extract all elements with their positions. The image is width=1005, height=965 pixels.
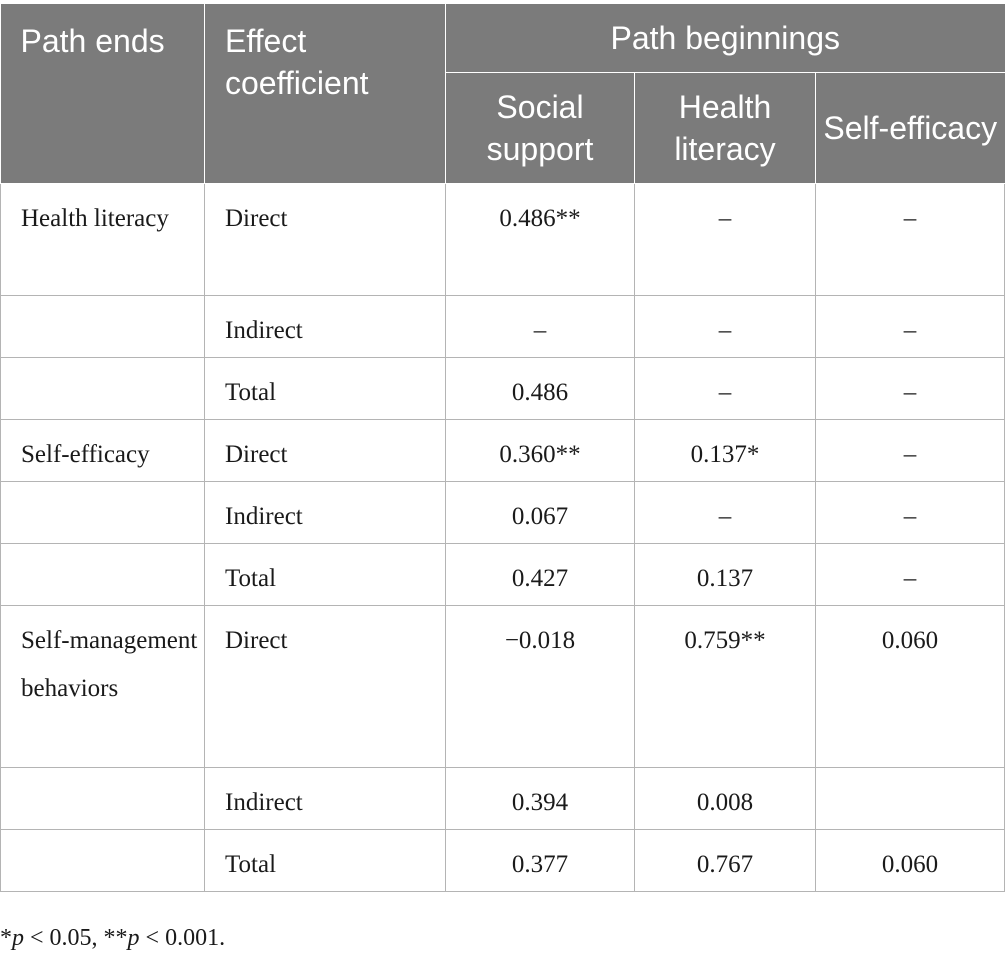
effect-type-cell: Direct (204, 183, 446, 296)
self-efficacy-value: – (815, 357, 1005, 420)
health-literacy-value: 0.759** (634, 605, 816, 768)
footnote-condition-2: < 0.001. (139, 925, 226, 951)
path-end-cell: Self-management behaviors (0, 605, 205, 768)
path-end-cell: Self-efficacy (0, 419, 205, 482)
path-end-cell (0, 481, 205, 544)
path-end-cell (0, 767, 205, 830)
path-end-cell: Health literacy (0, 183, 205, 296)
health-literacy-value: – (634, 183, 816, 296)
social-support-value: – (445, 295, 635, 358)
table-row: Self-management behaviors Direct −0.018 … (0, 605, 1005, 768)
self-efficacy-value: – (815, 295, 1005, 358)
effects-table: Path ends Effect coefficient Path beginn… (0, 4, 1005, 892)
header-effect-coefficient: Effect coefficient (204, 4, 446, 184)
table-row: Indirect 0.067 – – (0, 481, 1005, 544)
social-support-value: 0.067 (445, 481, 635, 544)
effect-type-cell: Indirect (204, 295, 446, 358)
health-literacy-value: 0.008 (634, 767, 816, 830)
header-path-beginnings: Path beginnings (445, 4, 1005, 73)
footnote-condition-1: < 0.05, (24, 925, 104, 951)
footnote-p-1: p (12, 925, 24, 951)
self-efficacy-value: – (815, 481, 1005, 544)
path-end-cell (0, 543, 205, 606)
table-header: Path ends Effect coefficient Path beginn… (0, 4, 1005, 184)
social-support-value: 0.486 (445, 357, 635, 420)
social-support-value: 0.394 (445, 767, 635, 830)
health-literacy-value: – (634, 481, 816, 544)
social-support-value: 0.377 (445, 829, 635, 892)
path-end-cell (0, 295, 205, 358)
header-social-support: Social support (445, 72, 635, 184)
table-row: Health literacy Direct 0.486** – – (0, 183, 1005, 296)
health-literacy-value: – (634, 295, 816, 358)
table-row: Total 0.427 0.137 – (0, 543, 1005, 606)
significance-footnote: *p < 0.05, **p < 0.001. (0, 925, 225, 952)
path-end-cell (0, 357, 205, 420)
self-efficacy-value: – (815, 183, 1005, 296)
health-literacy-value: 0.137* (634, 419, 816, 482)
footnote-star-1: * (0, 925, 12, 951)
effect-type-cell: Total (204, 829, 446, 892)
social-support-value: 0.486** (445, 183, 635, 296)
self-efficacy-value: – (815, 543, 1005, 606)
footnote-star-2: ** (103, 925, 128, 951)
header-health-literacy: Health literacy (634, 72, 816, 184)
self-efficacy-value: – (815, 419, 1005, 482)
self-efficacy-value (815, 767, 1005, 830)
health-literacy-value: 0.137 (634, 543, 816, 606)
effect-type-cell: Total (204, 543, 446, 606)
effect-type-cell: Direct (204, 419, 446, 482)
social-support-value: 0.427 (445, 543, 635, 606)
table-row: Indirect 0.394 0.008 (0, 767, 1005, 830)
header-path-ends: Path ends (0, 4, 205, 184)
table-row: Indirect – – – (0, 295, 1005, 358)
table-row: Total 0.377 0.767 0.060 (0, 829, 1005, 892)
effect-type-cell: Total (204, 357, 446, 420)
social-support-value: −0.018 (445, 605, 635, 768)
self-efficacy-value: 0.060 (815, 605, 1005, 768)
table-body: Health literacy Direct 0.486** – – Indir… (0, 183, 1005, 892)
self-efficacy-value: 0.060 (815, 829, 1005, 892)
effect-type-cell: Indirect (204, 767, 446, 830)
table-row: Self-efficacy Direct 0.360** 0.137* – (0, 419, 1005, 482)
health-literacy-value: – (634, 357, 816, 420)
header-self-efficacy: Self-efficacy (815, 72, 1005, 184)
path-end-cell (0, 829, 205, 892)
social-support-value: 0.360** (445, 419, 635, 482)
footnote-p-2: p (127, 925, 140, 951)
effect-type-cell: Indirect (204, 481, 446, 544)
table-row: Total 0.486 – – (0, 357, 1005, 420)
effect-type-cell: Direct (204, 605, 446, 768)
health-literacy-value: 0.767 (634, 829, 816, 892)
